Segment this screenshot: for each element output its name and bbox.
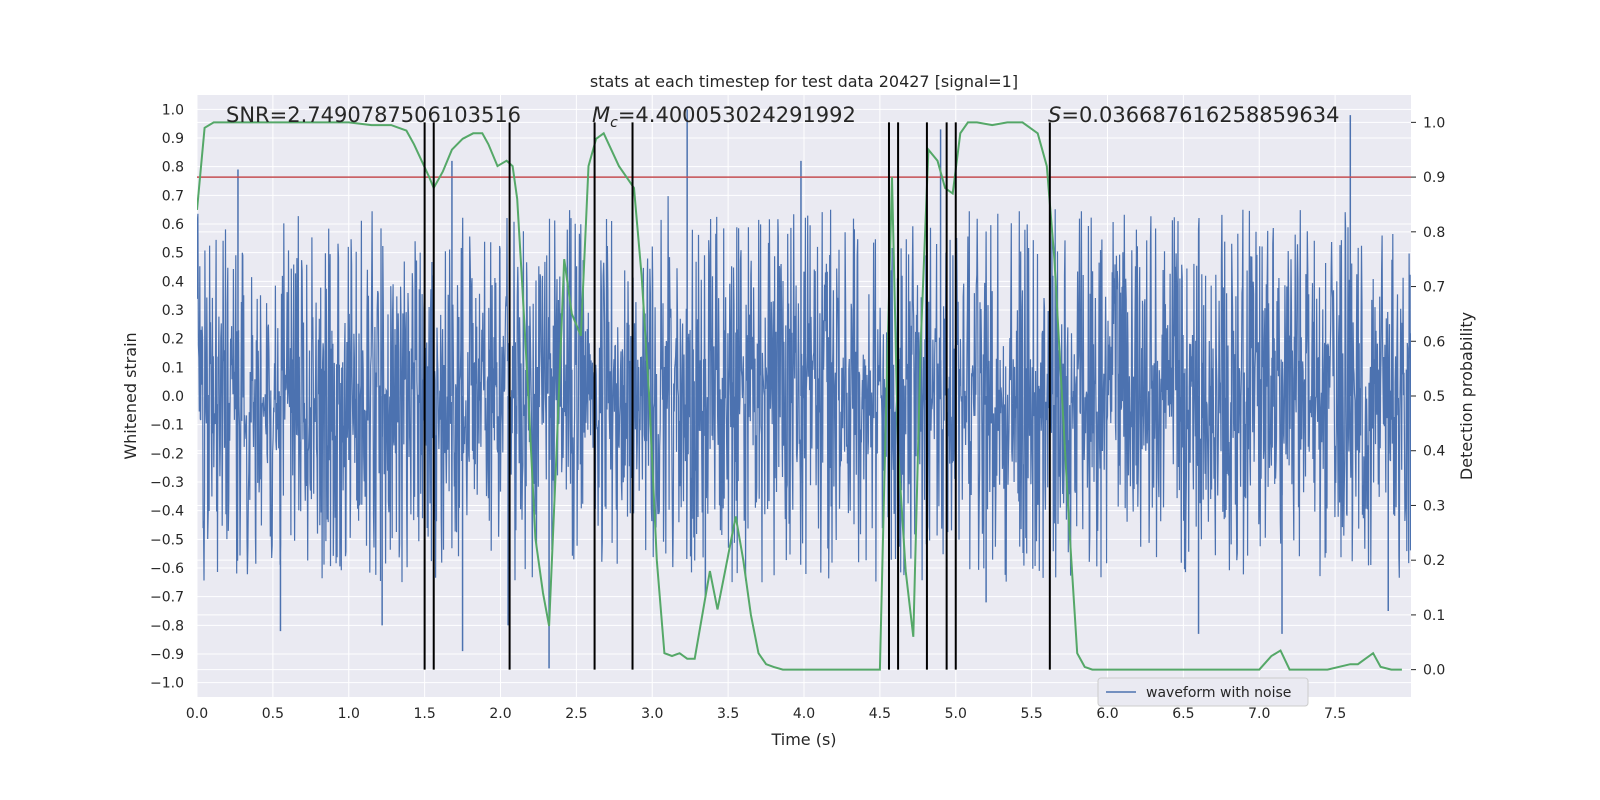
y-right-tick-label: 1.0 [1423, 115, 1445, 131]
y-right-axis-label: Detection probability [1457, 312, 1476, 480]
y-axis-label: Whitened strain [121, 332, 140, 459]
y-tick-label: −0.3 [150, 475, 184, 491]
y-tick-label: 0.4 [162, 274, 184, 290]
chirp-mass-subscript: c [610, 115, 618, 131]
waveform-line [197, 196, 1411, 583]
y-tick-label: 0.2 [162, 332, 184, 348]
x-tick-label: 7.0 [1248, 706, 1270, 722]
chirp-mass-value: =4.400053024291992 [618, 103, 856, 127]
chart-title: stats at each timestep for test data 204… [590, 72, 1018, 91]
y-tick-label: 0.5 [162, 246, 184, 262]
s-symbol: S [1048, 103, 1061, 127]
y-tick-label: −0.8 [150, 618, 184, 634]
x-tick-label: 2.5 [565, 706, 587, 722]
chirp-mass-annotation: Mc=4.400053024291992 [592, 103, 856, 131]
x-axis-label: Time (s) [770, 730, 836, 749]
x-tick-label: 6.0 [1096, 706, 1118, 722]
y-right-tick-label: 0.5 [1423, 389, 1445, 405]
y-right-tick-label: 0.4 [1423, 444, 1445, 460]
y-tick-label: −0.4 [150, 504, 184, 520]
x-tick-label: 0.0 [186, 706, 208, 722]
x-tick-label: 7.5 [1324, 706, 1346, 722]
detection-probability-line [197, 121, 1402, 671]
s-annotation: S=0.036687616258859634 [1048, 103, 1339, 127]
snr-annotation: SNR=2.7490787506103516 [226, 103, 521, 127]
y-tick-label: 0.6 [162, 217, 184, 233]
y-right-tick-label: 0.3 [1423, 498, 1445, 514]
y-tick-label: 0.0 [162, 389, 184, 405]
y-tick-label: −0.7 [150, 590, 184, 606]
y-tick-label: 0.1 [162, 360, 184, 376]
x-tick-label: 4.0 [793, 706, 815, 722]
y-tick-label: −0.9 [150, 647, 184, 663]
y-tick-label: −0.2 [150, 446, 184, 462]
y-tick-label: 1.0 [162, 102, 184, 118]
y-right-tick-label: 0.8 [1423, 225, 1445, 241]
x-tick-label: 4.5 [869, 706, 891, 722]
x-tick-label: 3.5 [717, 706, 739, 722]
y-tick-label: −0.1 [150, 418, 184, 434]
chirp-mass-symbol: M [592, 103, 610, 127]
x-tick-label: 2.0 [489, 706, 511, 722]
legend-box [1097, 677, 1309, 707]
y-tick-label: 0.7 [162, 188, 184, 204]
x-tick-label: 0.5 [262, 706, 284, 722]
x-tick-label: 3.0 [641, 706, 663, 722]
y-right-tick-label: 0.1 [1423, 608, 1445, 624]
y-tick-label: −0.5 [150, 532, 184, 548]
y-tick-label: 0.8 [162, 160, 184, 176]
s-value: =0.036687616258859634 [1061, 103, 1339, 127]
x-tick-label: 6.5 [1172, 706, 1194, 722]
legend: waveform with noise [1097, 677, 1309, 707]
x-tick-label: 1.0 [338, 706, 360, 722]
y-right-tick-label: 0.6 [1423, 334, 1445, 350]
data-layer [197, 109, 1411, 671]
y-tick-label: −0.6 [150, 561, 184, 577]
y-right-tick-label: 0.9 [1423, 170, 1445, 186]
axis-layer: 0.0 0.5 1.0 1.5 2.0 2.5 3.0 3.5 4.0 4.5 5.0 5.5 6.0 6… [150, 102, 1445, 722]
x-tick-label: 5.0 [945, 706, 967, 722]
y-right-tick-label: 0.0 [1423, 663, 1445, 679]
x-tick-label: 5.5 [1020, 706, 1042, 722]
y-right-tick-label: 0.7 [1423, 280, 1445, 296]
y-tick-label: 0.3 [162, 303, 184, 319]
y-tick-label: 0.9 [162, 131, 184, 147]
legend-label-waveform: waveform with noise [1146, 685, 1291, 701]
x-tick-label: 1.5 [413, 706, 435, 722]
y-tick-label: −1.0 [150, 676, 184, 692]
y-right-tick-label: 0.2 [1423, 553, 1445, 569]
